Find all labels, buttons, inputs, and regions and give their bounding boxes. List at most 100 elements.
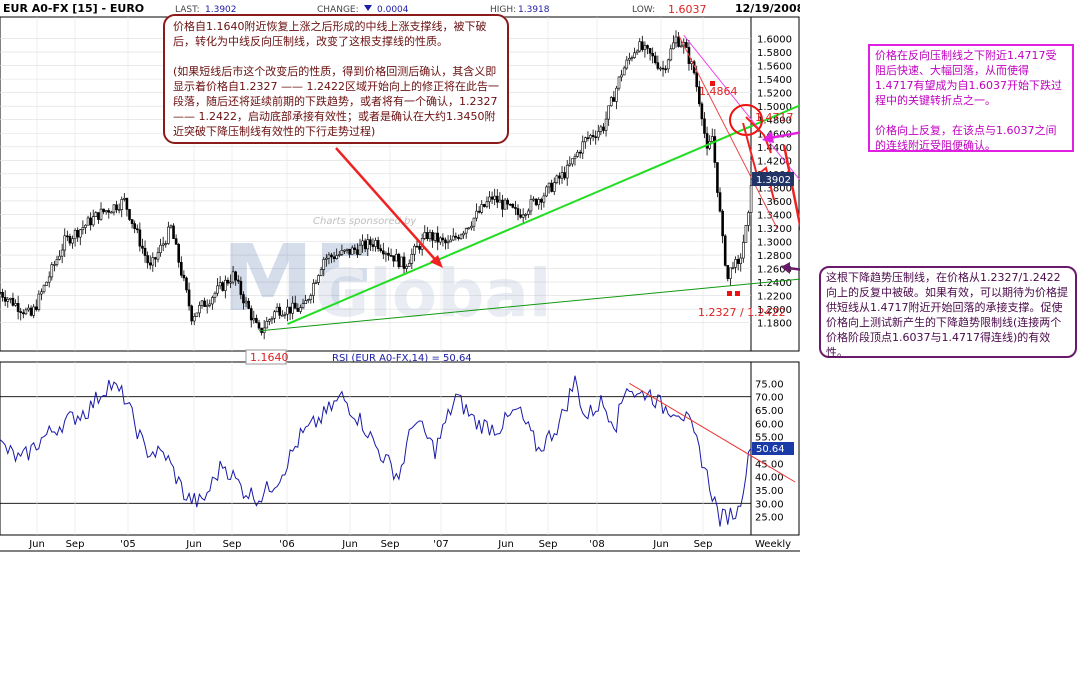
candle (104, 210, 108, 215)
price-tick-label: 1.5800 (757, 48, 792, 59)
candle (247, 298, 250, 310)
note2-paragraph-2: 价格向上反复，在该点与1.6037之间的连线附近受阻便确认。 (875, 124, 1057, 152)
candle (550, 179, 553, 193)
candle (76, 227, 79, 242)
candle (374, 237, 377, 252)
candle (555, 174, 559, 185)
current-price-box (752, 172, 794, 186)
candle (659, 66, 662, 72)
candle (485, 196, 489, 209)
candle (361, 234, 364, 253)
candle (236, 275, 240, 284)
candle (278, 303, 282, 319)
candle (293, 295, 297, 309)
candle (568, 156, 572, 167)
candle (498, 192, 502, 203)
x-tick-label: '06 (279, 539, 294, 550)
candle (252, 310, 256, 324)
candle (661, 60, 665, 77)
candle (312, 279, 315, 304)
candle (120, 196, 124, 218)
candle (376, 236, 380, 252)
candle (27, 304, 30, 312)
candle (635, 49, 639, 55)
rsi-tick-label: 60.00 (755, 419, 784, 430)
price-tick-label: 1.2000 (757, 305, 792, 316)
candle (273, 309, 276, 324)
trendlines (258, 34, 800, 332)
label-low-2006-box (245, 349, 287, 365)
candle (169, 224, 173, 229)
candle (410, 248, 414, 270)
candle (718, 187, 722, 213)
candle (32, 304, 35, 319)
candle (441, 233, 445, 247)
candle (99, 202, 103, 221)
candle (495, 189, 499, 209)
candle (353, 244, 357, 255)
candle (602, 122, 605, 134)
candle (29, 305, 33, 317)
candle (716, 162, 719, 198)
candle (607, 105, 610, 126)
rsi-tick-label: 30.00 (755, 499, 784, 510)
rsi-panel (0, 361, 752, 536)
candle (371, 238, 375, 252)
candle (739, 253, 743, 272)
label-low-2008: 1.2327 / 1.2422 (698, 306, 786, 319)
candle (301, 298, 305, 309)
candle (53, 260, 56, 272)
candle (594, 130, 598, 145)
candle (322, 256, 326, 277)
label-low-2006: 1.1640 (250, 351, 289, 364)
candle (622, 65, 626, 76)
candle (646, 44, 649, 55)
x-tick-label: Sep (223, 539, 242, 550)
price-tick-label: 1.4800 (757, 116, 792, 127)
candle (394, 248, 398, 262)
watermark-logo: MF (222, 225, 376, 332)
candle (270, 316, 274, 325)
candle (628, 52, 631, 65)
candle (599, 124, 603, 136)
candle (115, 200, 118, 214)
candle (641, 35, 644, 52)
candle (726, 265, 730, 282)
candle (128, 208, 131, 222)
candle (521, 208, 525, 223)
candle (239, 276, 243, 300)
candle (288, 306, 292, 321)
candle (477, 206, 481, 214)
candle (501, 194, 504, 218)
candle (534, 198, 538, 207)
candle (630, 55, 634, 62)
candle (125, 197, 129, 217)
price-tick-label: 1.2800 (757, 251, 792, 262)
candle (296, 303, 300, 312)
candle (669, 44, 673, 62)
candle (22, 309, 25, 319)
rsi-tick-label: 40.00 (755, 473, 784, 484)
note1-paragraph-2: (如果短线后市这个改变后的性质，得到价格回测后确认，其含义即显示着价格自1.23… (173, 65, 499, 138)
candle (244, 296, 248, 308)
candle (392, 255, 395, 268)
candle (729, 267, 732, 286)
candle (275, 303, 279, 313)
last-label: LAST: (175, 5, 200, 15)
candle (703, 112, 706, 139)
candle (426, 226, 429, 242)
candle (565, 160, 569, 186)
candle (547, 182, 551, 194)
candle (584, 136, 587, 149)
candle (45, 281, 48, 286)
candle (1, 288, 4, 302)
low-marker-2 (735, 291, 740, 296)
candles (0, 30, 753, 340)
x-tick-label: '08 (589, 539, 604, 550)
candle (208, 299, 212, 308)
candle (612, 91, 616, 102)
candle (433, 232, 437, 243)
candle (151, 252, 155, 272)
candle (317, 274, 320, 286)
candle (431, 229, 434, 248)
